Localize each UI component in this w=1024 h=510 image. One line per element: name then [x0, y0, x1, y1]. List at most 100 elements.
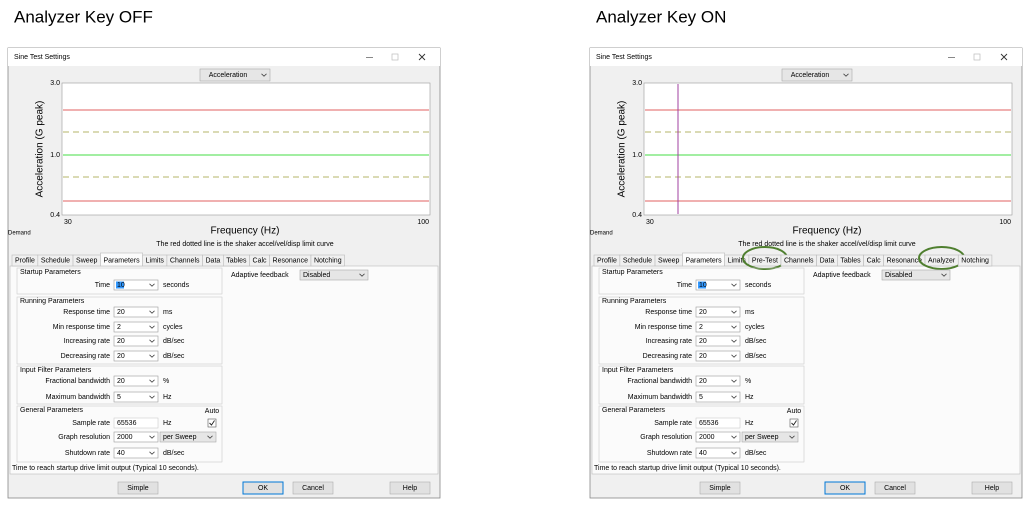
graph-dropdown[interactable]	[199, 68, 271, 82]
field[interactable]	[695, 375, 741, 387]
tab-label: Data	[820, 257, 835, 264]
graph-dropdown[interactable]	[781, 68, 853, 82]
field[interactable]	[113, 375, 159, 387]
tab-label: Resonance	[887, 257, 923, 264]
group-title: Input Filter Parameters	[602, 367, 674, 374]
tab-label: Calc	[867, 257, 882, 264]
tab-label: Profile	[15, 257, 35, 264]
legend-text: Demand	[590, 231, 613, 237]
x-tick-label: 100	[417, 219, 429, 226]
button[interactable]	[389, 481, 431, 495]
checkbox[interactable]	[207, 418, 217, 428]
tab[interactable]	[310, 254, 345, 267]
button[interactable]	[874, 481, 916, 495]
heading: Analyzer Key OFF	[14, 7, 153, 26]
tab-label: Limits	[146, 257, 165, 264]
dropdown-arrow	[941, 273, 947, 277]
dropdown-arrow	[149, 395, 155, 399]
field-unit: %	[745, 378, 751, 385]
dropdown-arrow	[207, 435, 213, 439]
y-tick-label: 1.0	[632, 152, 642, 159]
field[interactable]	[113, 350, 159, 362]
adaptive-dropdown[interactable]	[881, 269, 951, 281]
button-label: Cancel	[302, 485, 324, 492]
group-title: Startup Parameters	[20, 269, 81, 276]
dropdown-arrow	[149, 379, 155, 383]
graph-dropdown-value: Acceleration	[209, 72, 248, 79]
maximize-button[interactable]	[391, 53, 399, 61]
dropdown-arrow	[731, 354, 737, 358]
field[interactable]	[695, 431, 741, 443]
button[interactable]	[117, 481, 159, 495]
field[interactable]	[113, 335, 159, 347]
button[interactable]	[292, 481, 334, 495]
field[interactable]	[695, 335, 741, 347]
field-unit: dB/sec	[163, 353, 185, 360]
tab-label: Calc	[253, 257, 268, 264]
dropdown-arrow	[731, 283, 737, 287]
button[interactable]	[699, 481, 741, 495]
plot-area	[643, 82, 1013, 216]
field[interactable]	[695, 447, 741, 459]
tab-label: Data	[206, 257, 221, 264]
group-title: Running Parameters	[20, 298, 85, 305]
tab-page	[591, 265, 1021, 475]
field[interactable]	[113, 391, 159, 403]
field-label: Fractional bandwidth	[45, 378, 110, 385]
maximize-button[interactable]	[973, 53, 981, 61]
field[interactable]	[113, 279, 159, 291]
adaptive-dropdown[interactable]	[299, 269, 369, 281]
y-tick-label: 1.0	[50, 152, 60, 159]
close-button[interactable]	[1000, 53, 1008, 61]
field[interactable]	[113, 447, 159, 459]
tab[interactable]	[957, 254, 993, 267]
graph-note: The red dotted line is the shaker accel/…	[738, 241, 916, 248]
tab-page	[9, 265, 439, 475]
checkmark	[791, 420, 797, 426]
option-dropdown[interactable]	[159, 431, 217, 443]
field-unit: %	[163, 378, 169, 385]
field[interactable]	[695, 306, 741, 318]
status-text: Time to reach startup drive limit output…	[12, 465, 199, 472]
tab-label: Profile	[597, 257, 617, 264]
field-value: 10	[699, 282, 707, 289]
adaptive-label: Adaptive feedback	[813, 272, 871, 279]
field[interactable]	[695, 350, 741, 362]
group-box	[598, 267, 805, 295]
field[interactable]	[695, 391, 741, 403]
checkbox[interactable]	[789, 418, 799, 428]
option-dropdown[interactable]	[741, 431, 799, 443]
adaptive-value: Disabled	[303, 272, 330, 279]
button[interactable]	[242, 481, 284, 495]
field[interactable]	[113, 417, 159, 429]
auto-label: Auto	[787, 408, 802, 415]
field[interactable]	[695, 321, 741, 333]
field-unit: dB/sec	[745, 353, 767, 360]
field[interactable]	[113, 431, 159, 443]
button[interactable]	[971, 481, 1013, 495]
button[interactable]	[824, 481, 866, 495]
field-unit: dB/sec	[745, 450, 767, 457]
field[interactable]	[113, 306, 159, 318]
field-label: Min response time	[53, 324, 110, 331]
field[interactable]	[113, 321, 159, 333]
field-value: 20	[117, 378, 125, 385]
field[interactable]	[695, 417, 741, 429]
field-unit: Hz	[163, 420, 172, 427]
button-label: OK	[258, 485, 268, 492]
field-label: Maximum bandwidth	[46, 394, 110, 401]
tab-label: Tables	[226, 257, 247, 264]
field-label: Increasing rate	[646, 338, 692, 345]
tab-label: Schedule	[623, 257, 652, 264]
legend-text: Demand	[8, 231, 31, 237]
field-label: Increasing rate	[64, 338, 110, 345]
close-button[interactable]	[418, 53, 426, 61]
tab-label: Notching	[961, 257, 989, 264]
y-tick-label: 3.0	[632, 80, 642, 87]
field[interactable]	[695, 279, 741, 291]
field-value: 65536	[699, 420, 719, 427]
graph-dropdown-value: Acceleration	[791, 72, 830, 79]
dropdown-arrow	[149, 310, 155, 314]
field-unit: dB/sec	[745, 338, 767, 345]
group-box	[16, 405, 223, 463]
